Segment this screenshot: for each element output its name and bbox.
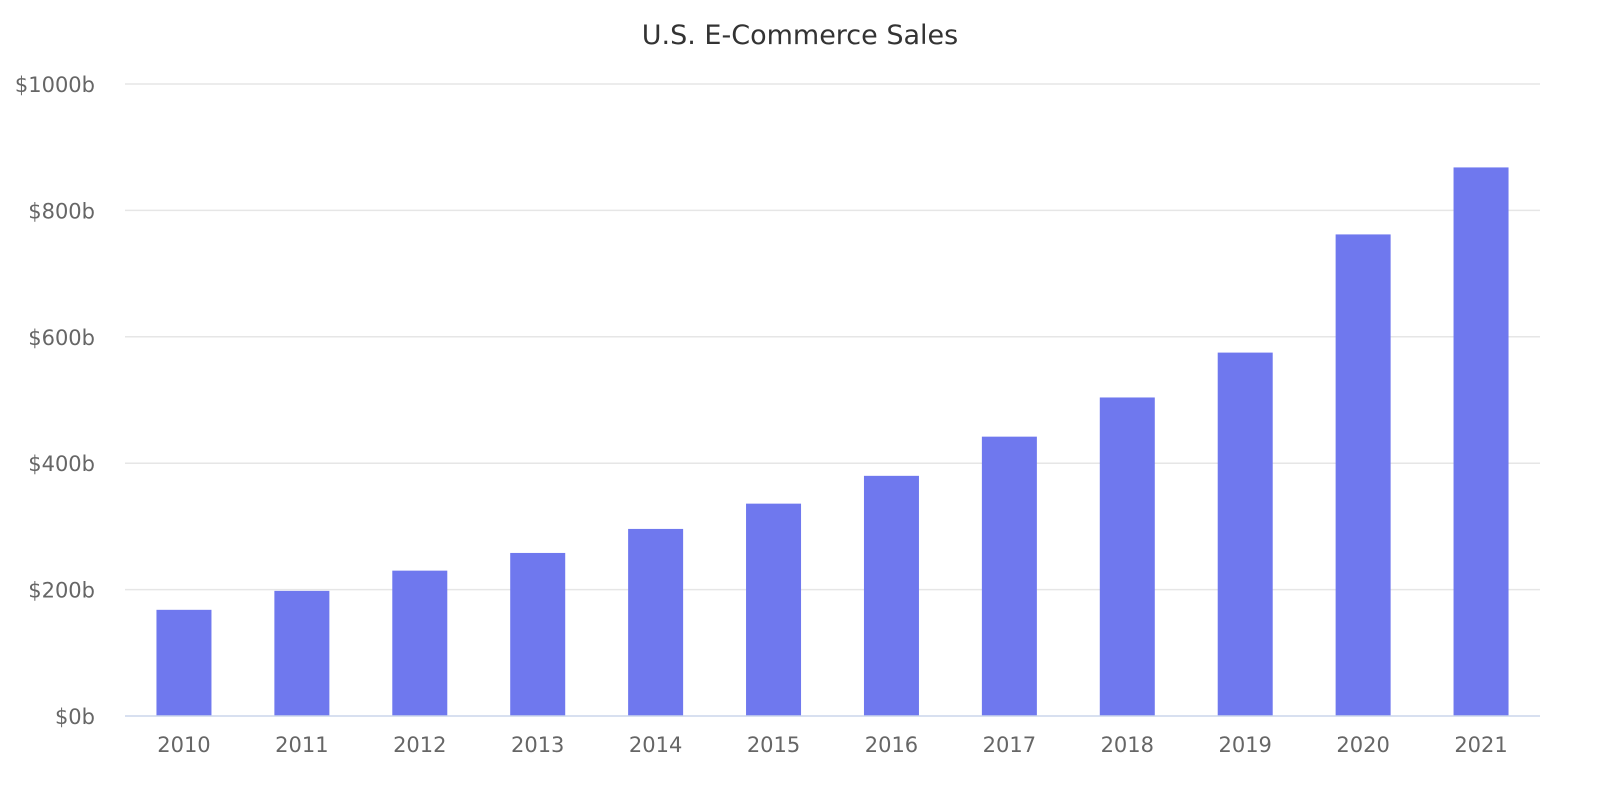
y-tick-label: $600b bbox=[28, 326, 95, 350]
gridlines bbox=[125, 83, 1540, 591]
y-axis-labels: $0b $200b $400b $600b $800b $1000b bbox=[15, 73, 95, 729]
y-tick-label: $1000b bbox=[15, 73, 95, 97]
x-tick-label: 2015 bbox=[747, 733, 800, 757]
x-tick-label: 2011 bbox=[275, 733, 328, 757]
bar-2014[interactable] bbox=[628, 528, 684, 716]
x-tick-label: 2012 bbox=[393, 733, 446, 757]
x-tick-label: 2010 bbox=[157, 733, 210, 757]
x-tick-label: 2013 bbox=[511, 733, 564, 757]
y-tick-label: $800b bbox=[28, 199, 95, 223]
bar-2021[interactable] bbox=[1453, 167, 1509, 716]
bar-2013[interactable] bbox=[510, 552, 566, 716]
bar-2020[interactable] bbox=[1335, 234, 1391, 716]
bar-2012[interactable] bbox=[392, 570, 448, 716]
x-tick-label: 2014 bbox=[629, 733, 682, 757]
bar-2011[interactable] bbox=[274, 590, 330, 716]
x-tick-label: 2020 bbox=[1336, 733, 1389, 757]
bar-2017[interactable] bbox=[981, 436, 1037, 716]
bar-2018[interactable] bbox=[1099, 397, 1155, 716]
y-tick-label: $200b bbox=[28, 579, 95, 603]
bar-2015[interactable] bbox=[746, 503, 802, 716]
chart-title: U.S. E-Commerce Sales bbox=[642, 20, 958, 51]
x-tick-label: 2017 bbox=[983, 733, 1036, 757]
bars bbox=[156, 167, 1509, 716]
x-tick-label: 2021 bbox=[1454, 733, 1507, 757]
y-tick-label: $400b bbox=[28, 452, 95, 476]
bar-2010[interactable] bbox=[156, 609, 212, 716]
y-tick-label: $0b bbox=[55, 705, 95, 729]
x-tick-label: 2019 bbox=[1218, 733, 1271, 757]
x-tick-label: 2016 bbox=[865, 733, 918, 757]
x-tick-label: 2018 bbox=[1101, 733, 1154, 757]
bar-2016[interactable] bbox=[863, 475, 919, 716]
bar-2019[interactable] bbox=[1217, 352, 1273, 716]
x-axis-labels: 2010 2011 2012 2013 2014 2015 2016 2017 2018 2019… bbox=[157, 733, 1508, 757]
